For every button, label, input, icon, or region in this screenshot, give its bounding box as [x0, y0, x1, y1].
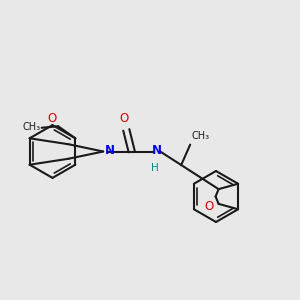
Text: CH₃: CH₃ — [22, 122, 41, 133]
Text: N: N — [152, 143, 162, 157]
Text: H: H — [151, 163, 159, 173]
Text: O: O — [119, 112, 128, 125]
Text: O: O — [47, 112, 57, 125]
Text: O: O — [205, 200, 214, 213]
Text: N: N — [105, 143, 115, 157]
Text: CH₃: CH₃ — [191, 131, 209, 141]
